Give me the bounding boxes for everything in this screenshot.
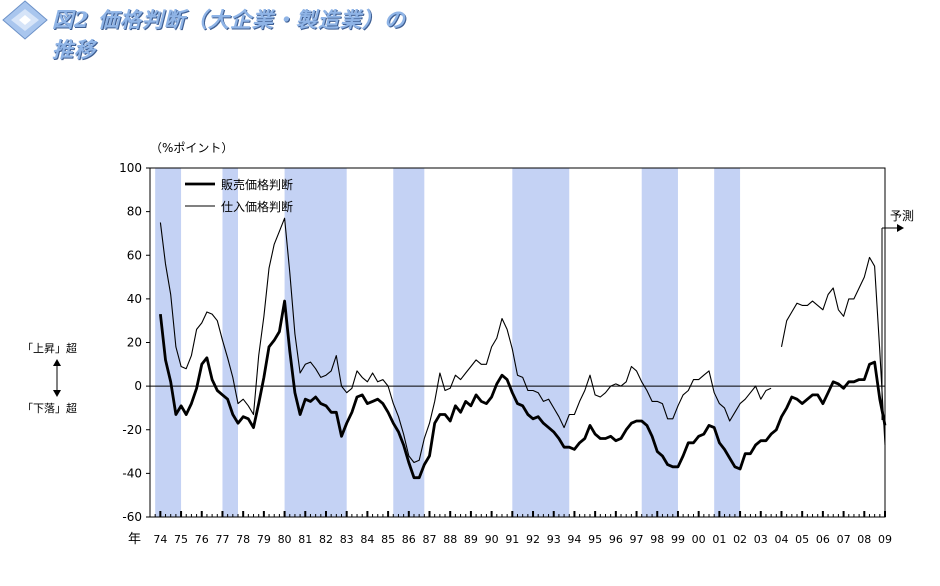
chart-title: 図2 価格判断（大企業・製造業）の推移: [52, 7, 406, 62]
x-axis: 74 75 76 77 78 79 80 81 82 83 84 85 86 87 88 89 90 91 92 93…: [149, 511, 892, 546]
x-tick-label: 90: [485, 533, 499, 546]
x-tick-label: 84: [360, 533, 374, 546]
diamond-logo-icon: [2, 0, 48, 40]
x-tick-label: 94: [567, 533, 581, 546]
y-tick-label: 100: [119, 161, 142, 175]
x-tick-label: 86: [402, 533, 416, 546]
x-tick-label: 02: [733, 533, 747, 546]
down-arrow-icon: [53, 390, 61, 397]
x-tick-label: 97: [630, 533, 644, 546]
x-tick-label: 06: [816, 533, 830, 546]
title-area: 図2 価格判断（大企業・製造業）の推移: [0, 0, 420, 62]
forecast-label: 予測: [890, 209, 914, 223]
series-line-selling-price: [159, 299, 887, 480]
y-tick-label: 20: [127, 336, 142, 350]
x-tick-label: 01: [712, 533, 726, 546]
x-tick-label: 74: [153, 533, 167, 546]
recession-band: [512, 168, 570, 517]
forecast-arrow-icon: [897, 224, 904, 232]
series-line-input-price: [159, 217, 886, 464]
x-tick-label: 99: [671, 533, 685, 546]
x-tick-label: 07: [837, 533, 851, 546]
recession-band: [641, 168, 678, 517]
y-tick-label: 60: [127, 248, 142, 262]
x-tick-label: 93: [547, 533, 561, 546]
y-unit-label: （%ポイント）: [150, 141, 233, 155]
recession-band: [155, 168, 182, 517]
x-tick-label: 75: [174, 533, 188, 546]
direction-marker: 「上昇」超「下落」超: [22, 341, 77, 415]
x-tick-label: 76: [195, 533, 209, 546]
x-tick-label: 95: [588, 533, 602, 546]
x-tick-label: 85: [381, 533, 395, 546]
series-lines: [159, 217, 887, 480]
x-tick-label: 98: [650, 533, 664, 546]
y-tick-label: -40: [122, 466, 142, 480]
x-tick-label: 03: [754, 533, 768, 546]
legend-label: 販売価格判断: [221, 177, 293, 192]
x-tick-label: 77: [215, 533, 229, 546]
x-tick-label: 09: [878, 533, 892, 546]
y-tick-label: -60: [122, 510, 142, 524]
recession-band: [284, 168, 347, 517]
x-tick-label: 08: [857, 533, 871, 546]
up-arrow-icon: [53, 359, 61, 366]
forecast-marker: 予測: [881, 209, 914, 420]
up-label: 「上昇」超: [22, 341, 77, 355]
x-tick-label: 89: [464, 533, 478, 546]
x-tick-label: 88: [443, 533, 457, 546]
y-tick-label: 40: [127, 292, 142, 306]
recession-bands: [155, 168, 741, 517]
x-year-label: 年: [128, 532, 141, 547]
y-tick-label: -20: [122, 423, 142, 437]
down-label: 「下落」超: [22, 401, 77, 415]
recession-band: [714, 168, 741, 517]
x-tick-label: 96: [609, 533, 623, 546]
y-tick-label: 0: [134, 379, 142, 393]
x-tick-label: 80: [278, 533, 292, 546]
x-tick-label: 00: [692, 533, 706, 546]
x-tick-label: 81: [298, 533, 312, 546]
legend-label: 仕入価格判断: [221, 199, 293, 214]
y-tick-label: 80: [127, 205, 142, 219]
x-tick-label: 78: [236, 533, 250, 546]
x-tick-label: 83: [340, 533, 354, 546]
x-tick-label: 87: [423, 533, 437, 546]
x-tick-label: 91: [505, 533, 519, 546]
recession-band: [222, 168, 238, 517]
x-tick-label: 05: [795, 533, 809, 546]
x-tick-label: 82: [319, 533, 333, 546]
x-tick-label: 79: [257, 533, 271, 546]
x-tick-label: 04: [774, 533, 788, 546]
x-tick-label: 92: [526, 533, 540, 546]
y-axis: 100 80 60 40 20 0 -20 -40 -60: [119, 161, 150, 524]
